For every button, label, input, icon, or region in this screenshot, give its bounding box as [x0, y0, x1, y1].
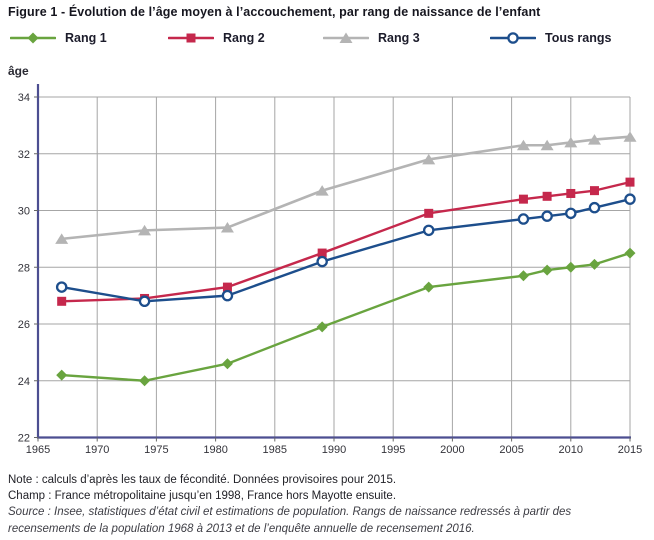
svg-text:1995: 1995 [381, 444, 405, 456]
diamond-marker-icon [10, 32, 56, 44]
figure-title: Figure 1 - Évolution de l’âge moyen à l’… [8, 5, 541, 19]
svg-text:24: 24 [18, 376, 30, 388]
figure-footer: Note : calculs d’après les taux de fécon… [8, 472, 644, 537]
svg-text:1965: 1965 [26, 444, 50, 456]
svg-text:22: 22 [18, 433, 30, 445]
tick-marks [34, 96, 631, 442]
gridlines [38, 96, 631, 438]
chart-legend: Rang 1 Rang 2 Rang 3 Tous rangs [10, 31, 611, 45]
svg-text:2015: 2015 [618, 444, 642, 456]
svg-text:32: 32 [18, 149, 30, 161]
champ-text: Champ : France métropolitaine jusqu’en 1… [8, 490, 397, 503]
svg-text:1990: 1990 [322, 444, 346, 456]
series-tous-rangs [55, 193, 636, 308]
y-axis-tick-labels: 22 24 26 28 30 32 34 [18, 92, 30, 445]
svg-text:1975: 1975 [144, 444, 168, 456]
legend-item-rang-3: Rang 3 [323, 31, 490, 45]
svg-text:34: 34 [18, 92, 30, 104]
svg-text:26: 26 [18, 319, 30, 331]
circle-open-marker-icon [490, 32, 536, 44]
triangle-marker-icon [323, 32, 369, 43]
svg-text:1980: 1980 [203, 444, 227, 456]
svg-text:1970: 1970 [85, 444, 109, 456]
svg-text:2010: 2010 [559, 444, 583, 456]
y-axis-title: âge [8, 64, 29, 78]
legend-label: Rang 1 [65, 31, 107, 45]
legend-item-rang-2: Rang 2 [168, 31, 323, 45]
legend-label: Rang 2 [223, 31, 265, 45]
legend-item-rang-1: Rang 1 [10, 31, 168, 45]
legend-label: Rang 3 [378, 31, 420, 45]
square-marker-icon [168, 33, 214, 43]
x-axis-tick-labels: 1965 1970 1975 1980 1985 1990 1995 2000 2005 2010… [26, 444, 642, 456]
series-rang-3 [55, 131, 637, 244]
svg-text:1985: 1985 [263, 444, 287, 456]
series-rang-2 [57, 177, 635, 306]
source-text: Source : Insee, statistiques d’état civi… [8, 506, 572, 535]
series-rang-1 [56, 247, 636, 387]
svg-text:2005: 2005 [499, 444, 523, 456]
legend-label: Tous rangs [545, 31, 612, 45]
svg-text:30: 30 [18, 206, 30, 218]
note-text: Note : calculs d’après les taux de fécon… [8, 474, 397, 486]
svg-text:28: 28 [18, 262, 30, 274]
svg-text:2000: 2000 [440, 444, 464, 456]
legend-item-tous-rangs: Tous rangs [490, 31, 611, 45]
